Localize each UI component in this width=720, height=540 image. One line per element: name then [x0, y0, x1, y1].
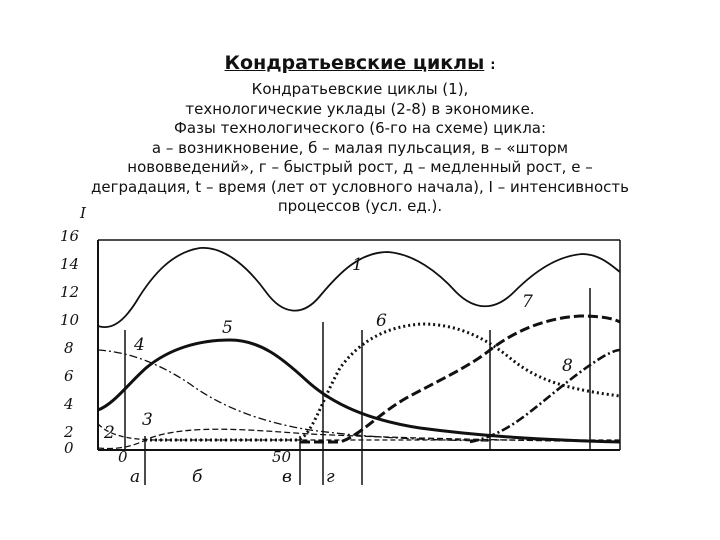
curve-label-1: 1 — [352, 255, 363, 275]
curve-8 — [469, 348, 621, 444]
phase-label-b: б — [192, 467, 203, 487]
x-tick-label: 0 — [118, 448, 128, 466]
y-tick-label: 16 — [60, 227, 80, 245]
caption-line: процессов (усл. ед.). — [277, 197, 443, 215]
slide-title: Кондратьевские циклы: — [0, 52, 720, 74]
title-colon: : — [490, 58, 496, 73]
y-tick-label: 10 — [60, 311, 80, 329]
curve-3 — [97, 428, 621, 450]
phase-label-g: г — [326, 467, 335, 487]
y-tick-label: 6 — [64, 367, 74, 385]
curve-label-4: 4 — [133, 335, 145, 355]
curve-label-6: 6 — [376, 311, 387, 331]
y-tick-label: 8 — [64, 339, 74, 357]
curve-7 — [300, 314, 621, 444]
curve-5 — [97, 338, 621, 444]
y-tick-label: 14 — [60, 255, 79, 273]
kondratiev-diagram: I 16 14 12 10 8 6 4 2 0 0 50 а б в г 1 2… — [60, 204, 621, 487]
caption: Кондратьевские циклы (1), технологически… — [0, 80, 720, 217]
y-tick-label: 12 — [60, 283, 79, 301]
phase-label-v: в — [282, 467, 292, 487]
caption-line: Кондратьевские циклы (1), — [251, 80, 469, 98]
y-tick-label: 2 — [63, 423, 74, 441]
curve-2 — [97, 423, 620, 441]
caption-line: технологические уклады (2-8) в экономике… — [185, 99, 535, 118]
caption-line: Фазы технологического (6-го на схеме) ци… — [173, 119, 547, 137]
curve-label-5: 5 — [222, 318, 233, 338]
phase-label-a: а — [130, 467, 140, 487]
y-tick-label: 0 — [64, 439, 74, 457]
curve-1 — [97, 247, 621, 328]
title-text: Кондратьевские циклы — [224, 52, 485, 74]
y-axis-label: I — [79, 204, 87, 222]
curve-4 — [97, 349, 491, 442]
y-tick-label: 4 — [63, 395, 74, 413]
caption-line: деградация, t – время (лет от условного … — [91, 177, 629, 196]
x-tick-label: 50 — [272, 448, 292, 466]
curve-label-8: 8 — [562, 356, 573, 376]
curve-label-3: 3 — [142, 410, 153, 430]
curve-label-2: 2 — [103, 423, 115, 443]
caption-line: а – возникновение, б – малая пульсация, … — [151, 138, 569, 157]
caption-line: нововведений», г – быстрый рост, д – мед… — [127, 158, 593, 176]
curve-label-7: 7 — [522, 292, 533, 312]
